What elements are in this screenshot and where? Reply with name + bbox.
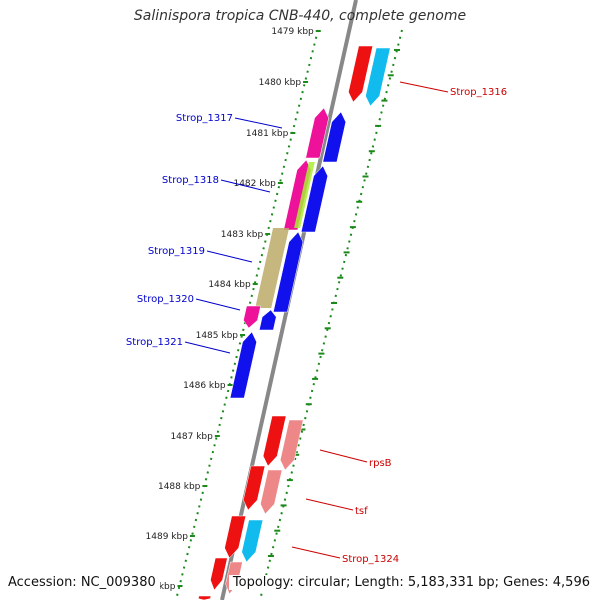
gene-label: Strop_1320 [137,294,194,305]
gene-label-leader [220,179,271,193]
kbp-tick-labels: 1479 kbp 1480 kbp 1481 kbp 1482 kbp 1483 kbp… [133,27,321,592]
gene-label-leader [195,298,241,311]
gene-label: Strop_1324 [342,554,399,565]
kbp-tick-label: 1486 kbp [183,381,226,391]
gene-labels: Strop_1316 Strop_1317 Strop_1318 Strop_1319… [126,81,507,565]
gene-label-leader [319,449,368,463]
gene-label: tsf [355,506,368,517]
bottom-red-arrow [210,557,228,591]
strop-1320-cds-arrow [258,309,277,331]
gene-label-leader [305,498,354,511]
strop-1316-arrow [348,45,374,103]
gene-label: Strop_1316 [450,87,507,98]
strop-1318-cds-arrow [300,165,328,233]
strop-1316-cds-arrow [365,47,391,107]
strop-1318-band [294,162,315,228]
strop-1319-band [255,228,290,308]
gene-label-leader [184,341,231,354]
kbp-tick-label: 1481 kbp [246,129,289,139]
gene-label: Strop_1321 [126,337,183,348]
gene-label: Strop_1319 [148,246,205,257]
gene-label-leader [399,81,449,93]
kbp-tick-label: 1484 kbp [208,280,251,290]
kbp-tick-label: 1487 kbp [170,432,213,442]
strop-1320-arrow [243,305,261,329]
kbp-tick-label: 1480 kbp [259,78,302,88]
kbp-tick-label: 1488 kbp [158,482,201,492]
strop-1321-arrow [229,331,257,399]
kbp-tick-label: 1483 kbp [221,230,264,240]
gene-features [198,45,391,600]
gene-label: Strop_1318 [162,175,219,186]
tsf-cds-arrow [260,469,283,515]
gene-label: Strop_1317 [176,113,233,124]
map-title: Salinispora tropica CNB-440, complete ge… [133,8,467,24]
gene-label: rpsB [369,458,392,469]
accession-text: Accession: NC_009380 [8,575,160,590]
gene-label-leader [234,117,283,129]
kbp-tick-label: 1489 kbp [146,532,189,542]
gene-label-leader [206,250,253,263]
topology-text: Topology: circular; Length: 5,183,331 bp… [228,575,590,590]
strop-1324-cds-arrow [241,519,264,563]
strop-1317-cds-arrow [322,111,347,163]
gene-label-leader [291,546,341,559]
strop-1317-arrow [305,107,329,159]
bottom-edge-arrow [198,595,212,600]
tsf-arrow [243,465,266,511]
rpsb-cds-arrow [280,419,304,471]
kbp-tick-label: 1482 kbp [233,179,276,189]
kbp-tick-label: 1479 kbp [271,27,314,37]
strop-1319-cds-arrow [273,231,304,313]
kbp-tick-label: 1485 kbp [196,331,239,341]
strop-1324-arrow [224,515,247,559]
rpsb-arrow [262,415,287,467]
